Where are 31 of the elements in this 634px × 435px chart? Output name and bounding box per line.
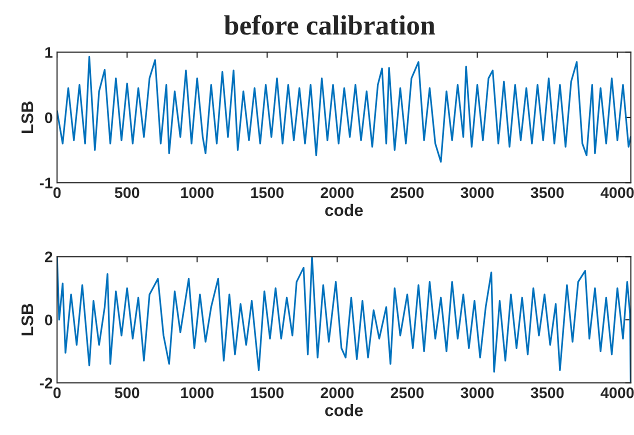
x-tick-label: 3500: [530, 387, 564, 398]
x-tick-label: 2500: [390, 187, 424, 198]
y-tick-label: 2: [44, 252, 52, 262]
x-tick-label: 1500: [251, 387, 284, 398]
y-axis-title: LSB: [21, 102, 34, 133]
x-tick-label: 0: [53, 187, 61, 198]
y-tick-label: 0: [45, 314, 52, 326]
x-tick-label: 0: [53, 387, 61, 398]
y-tick-label: 1: [45, 47, 52, 58]
x-tick-label: 4000: [600, 387, 634, 398]
y-axis-title: LSB: [21, 304, 34, 336]
line-series: [57, 56, 631, 163]
x-tick-label: 3000: [460, 187, 494, 198]
y-tick-label: -1: [40, 178, 52, 188]
x-axis-title: code: [325, 204, 363, 216]
x-tick-label: 2500: [390, 387, 424, 398]
x-tick-label: 1000: [181, 387, 214, 398]
y-tick-label: -2: [40, 378, 52, 388]
x-tick-label: 3500: [530, 187, 564, 198]
x-tick-label: 2000: [320, 387, 354, 398]
x-axis-title: code: [325, 404, 363, 416]
x-tick-label: 1000: [181, 187, 214, 198]
line-series: [57, 256, 631, 383]
x-tick-label: 500: [114, 187, 140, 198]
y-tick-label: 0: [45, 112, 52, 124]
chart-title: before calibration: [224, 14, 436, 35]
x-tick-label: 4000: [600, 187, 634, 198]
x-tick-label: 3000: [460, 387, 494, 398]
x-tick-label: 500: [114, 387, 140, 398]
x-tick-label: 2000: [320, 187, 354, 198]
x-tick-label: 1500: [251, 187, 284, 198]
